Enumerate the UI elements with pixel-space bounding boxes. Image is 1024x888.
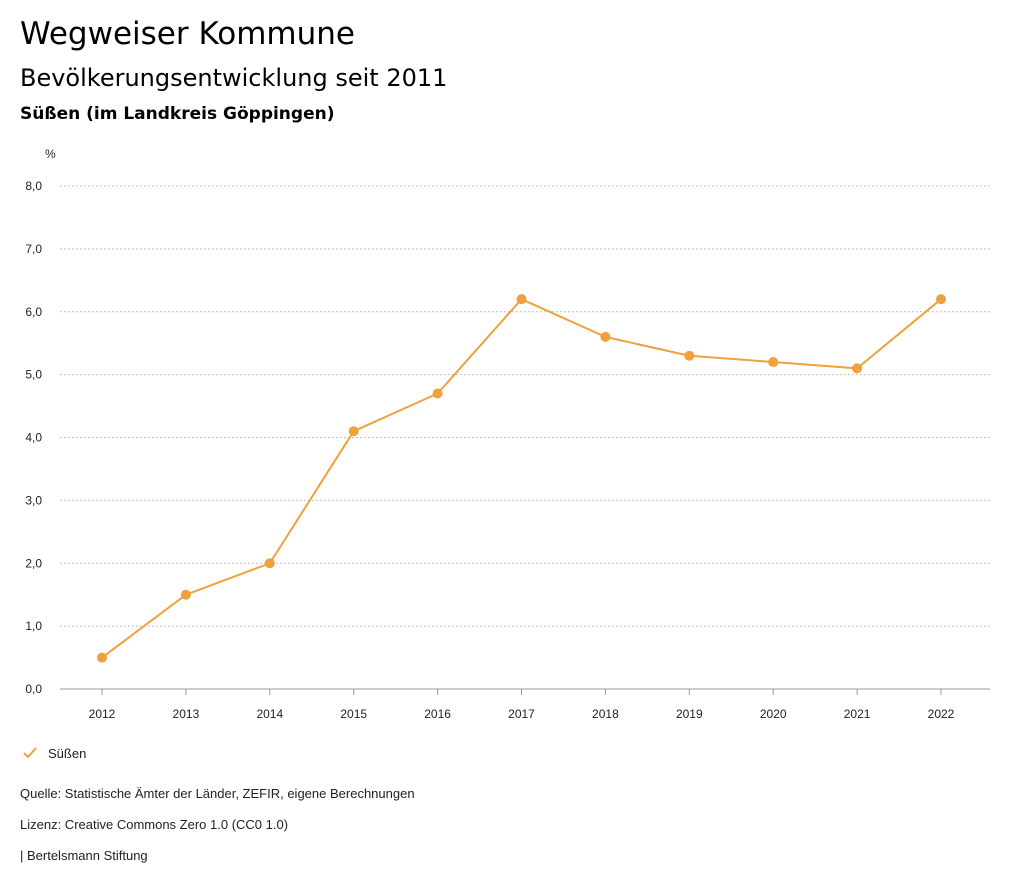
x-axis-ticks: 2012 2013 2014 2015 2016 2017 2018 2019 2020 2021… — [89, 689, 955, 721]
license-note: Lizenz: Creative Commons Zero 1.0 (CC0 1… — [20, 817, 289, 832]
data-point[interactable] — [432, 388, 443, 399]
y-tick-label: 0,0 — [25, 682, 42, 696]
data-point[interactable] — [348, 426, 359, 437]
x-tick-label: 2017 — [508, 707, 535, 721]
x-tick-label: 2013 — [173, 707, 200, 721]
y-axis-unit-label: % — [45, 147, 56, 161]
y-axis-ticks: 0,0 1,0 2,0 3,0 4,0 5,0 6,0 7,0 8,0 — [25, 179, 42, 696]
legend-item-suessen[interactable]: Süßen — [22, 745, 86, 761]
x-tick-label: 2015 — [340, 707, 367, 721]
data-point[interactable] — [768, 357, 779, 368]
y-tick-label: 3,0 — [25, 493, 42, 507]
data-point[interactable] — [684, 350, 695, 361]
data-point[interactable] — [936, 294, 946, 305]
series-layer — [97, 294, 946, 663]
x-tick-label: 2020 — [760, 707, 787, 721]
chart-subtitle: Bevölkerungsentwicklung seit 2011 — [20, 64, 448, 92]
x-tick-label: 2014 — [256, 707, 283, 721]
check-icon — [23, 747, 37, 759]
series-line — [101, 298, 942, 659]
region-label: Süßen (im Landkreis Göppingen) — [20, 104, 335, 124]
line-chart: % 0,01,02,03,04,05,06,07,08,0 2012 2013 20… — [25, 147, 990, 721]
x-tick-label: 2021 — [844, 707, 871, 721]
x-tick-label: 2022 — [928, 707, 955, 721]
page-title: Wegweiser Kommune — [20, 16, 355, 52]
y-tick-label: 5,0 — [25, 368, 42, 382]
legend-label: Süßen — [48, 745, 87, 761]
y-tick-label: 1,0 — [25, 619, 42, 633]
grid-layer — [60, 185, 990, 690]
data-point[interactable] — [264, 558, 275, 569]
data-point[interactable] — [180, 589, 191, 600]
x-tick-label: 2019 — [676, 707, 703, 721]
x-tick-label: 2016 — [424, 707, 451, 721]
source-note: Quelle: Statistische Ämter der Länder, Z… — [20, 786, 415, 801]
data-point[interactable] — [97, 652, 107, 663]
y-tick-label: 2,0 — [25, 556, 42, 570]
y-tick-label: 7,0 — [25, 242, 42, 256]
data-point[interactable] — [852, 363, 863, 374]
y-tick-label: 4,0 — [25, 431, 42, 445]
data-point[interactable] — [516, 294, 527, 305]
data-point[interactable] — [600, 331, 611, 342]
y-tick-label: 6,0 — [25, 305, 42, 319]
y-tick-label: 8,0 — [25, 179, 42, 193]
publisher-note: | Bertelsmann Stiftung — [20, 848, 148, 863]
x-tick-label: 2018 — [592, 707, 619, 721]
x-tick-label: 2012 — [89, 707, 116, 721]
